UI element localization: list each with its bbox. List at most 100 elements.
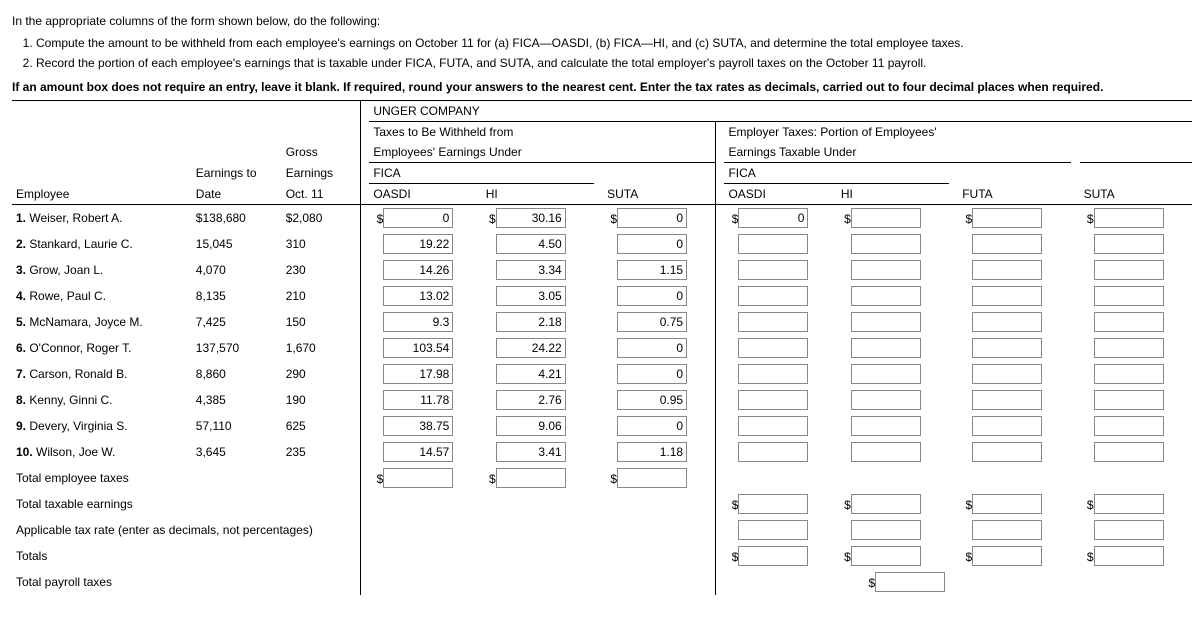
tpt-input[interactable] (875, 572, 945, 592)
table-row: 5. McNamara, Joyce M.7,425150 (12, 309, 1192, 335)
suta-input[interactable] (617, 364, 687, 384)
emp-futa-input[interactable] (972, 234, 1042, 254)
label-total-payroll-taxes: Total payroll taxes (12, 569, 360, 595)
emp-suta-input[interactable] (1094, 312, 1164, 332)
emp-futa-input[interactable] (972, 390, 1042, 410)
emp-hi-input[interactable] (851, 286, 921, 306)
emp-oasdi-input[interactable] (738, 442, 808, 462)
emp-hi-input[interactable] (851, 390, 921, 410)
emp-oasdi-input[interactable] (738, 390, 808, 410)
emp-futa-input[interactable] (972, 312, 1042, 332)
oasdi-input[interactable] (383, 364, 453, 384)
employee-name: 2. Stankard, Laurie C. (12, 231, 192, 257)
emp-hi-input[interactable] (851, 208, 921, 228)
earnings-to-date: 4,385 (192, 387, 282, 413)
rate-futa-input[interactable] (972, 520, 1042, 540)
label-total-employee-taxes: Total employee taxes (12, 465, 360, 491)
suta-input[interactable] (617, 442, 687, 462)
emp-oasdi-input[interactable] (738, 234, 808, 254)
hi-input[interactable] (496, 234, 566, 254)
oasdi-input[interactable] (383, 286, 453, 306)
hi-input[interactable] (496, 390, 566, 410)
totals-futa-input[interactable] (972, 546, 1042, 566)
emp-oasdi-input[interactable] (738, 416, 808, 436)
total-oasdi-input[interactable] (383, 468, 453, 488)
hi-input[interactable] (496, 338, 566, 358)
emp-futa-input[interactable] (972, 260, 1042, 280)
hdr-suta-2: SUTA (1080, 184, 1192, 205)
emp-suta-input[interactable] (1094, 286, 1164, 306)
totals-oasdi-input[interactable] (738, 546, 808, 566)
emp-oasdi-input[interactable] (738, 260, 808, 280)
suta-input[interactable] (617, 312, 687, 332)
suta-input[interactable] (617, 260, 687, 280)
oasdi-input[interactable] (383, 312, 453, 332)
rate-oasdi-input[interactable] (738, 520, 808, 540)
emp-futa-input[interactable] (972, 208, 1042, 228)
rate-suta-input[interactable] (1094, 520, 1164, 540)
hdr-date: Date (192, 184, 282, 205)
hi-input[interactable] (496, 416, 566, 436)
oasdi-input[interactable] (383, 442, 453, 462)
oasdi-input[interactable] (383, 416, 453, 436)
suta-input[interactable] (617, 234, 687, 254)
total-suta-input[interactable] (617, 468, 687, 488)
emp-suta-input[interactable] (1094, 208, 1164, 228)
tte-suta-input[interactable] (1094, 494, 1164, 514)
oasdi-input[interactable] (383, 234, 453, 254)
oasdi-input[interactable] (383, 338, 453, 358)
emp-hi-input[interactable] (851, 312, 921, 332)
totals-suta-input[interactable] (1094, 546, 1164, 566)
emp-hi-input[interactable] (851, 364, 921, 384)
emp-hi-input[interactable] (851, 260, 921, 280)
hi-input[interactable] (496, 312, 566, 332)
emp-futa-input[interactable] (972, 442, 1042, 462)
emp-suta-input[interactable] (1094, 442, 1164, 462)
oasdi-input[interactable] (383, 390, 453, 410)
tte-hi-input[interactable] (851, 494, 921, 514)
hi-input[interactable] (496, 260, 566, 280)
total-hi-input[interactable] (496, 468, 566, 488)
emp-futa-input[interactable] (972, 338, 1042, 358)
emp-hi-input[interactable] (851, 442, 921, 462)
emp-oasdi-input[interactable] (738, 338, 808, 358)
emp-oasdi-input[interactable] (738, 286, 808, 306)
instructions-note: If an amount box does not require an ent… (12, 78, 1188, 96)
emp-suta-input[interactable] (1094, 338, 1164, 358)
hi-input[interactable] (496, 208, 566, 228)
emp-suta-input[interactable] (1094, 416, 1164, 436)
emp-suta-input[interactable] (1094, 260, 1164, 280)
suta-input[interactable] (617, 208, 687, 228)
hi-input[interactable] (496, 286, 566, 306)
emp-oasdi-input[interactable] (738, 208, 808, 228)
emp-futa-input[interactable] (972, 286, 1042, 306)
oasdi-input[interactable] (383, 260, 453, 280)
emp-futa-input[interactable] (972, 364, 1042, 384)
hi-input[interactable] (496, 442, 566, 462)
earnings-to-date: 137,570 (192, 335, 282, 361)
employee-name: 7. Carson, Ronald B. (12, 361, 192, 387)
oasdi-input[interactable] (383, 208, 453, 228)
emp-suta-input[interactable] (1094, 364, 1164, 384)
tte-futa-input[interactable] (972, 494, 1042, 514)
emp-oasdi-input[interactable] (738, 312, 808, 332)
tte-oasdi-input[interactable] (738, 494, 808, 514)
suta-input[interactable] (617, 416, 687, 436)
label-tax-rate: Applicable tax rate (enter as decimals, … (12, 517, 360, 543)
emp-futa-input[interactable] (972, 416, 1042, 436)
emp-oasdi-input[interactable] (738, 364, 808, 384)
suta-input[interactable] (617, 390, 687, 410)
hi-input[interactable] (496, 364, 566, 384)
emp-hi-input[interactable] (851, 416, 921, 436)
earnings-to-date: 3,645 (192, 439, 282, 465)
totals-hi-input[interactable] (851, 546, 921, 566)
emp-suta-input[interactable] (1094, 390, 1164, 410)
suta-input[interactable] (617, 338, 687, 358)
emp-suta-input[interactable] (1094, 234, 1164, 254)
suta-input[interactable] (617, 286, 687, 306)
rate-hi-input[interactable] (851, 520, 921, 540)
emp-hi-input[interactable] (851, 234, 921, 254)
emp-hi-input[interactable] (851, 338, 921, 358)
table-row: 7. Carson, Ronald B.8,860290 (12, 361, 1192, 387)
instructions-block: In the appropriate columns of the form s… (12, 12, 1188, 96)
